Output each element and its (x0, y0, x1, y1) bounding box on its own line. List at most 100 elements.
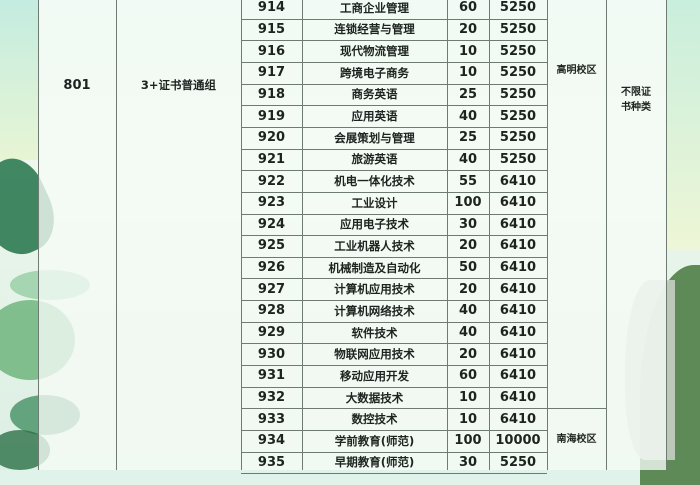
major-code: 930 (257, 346, 286, 362)
row-divider (241, 40, 547, 41)
major-name: 移动应用开发 (340, 368, 409, 383)
column-divider (38, 0, 39, 470)
tuition-fee: 6410 (499, 390, 537, 405)
enrollment-count: 40 (458, 325, 478, 341)
major-name: 学前教育(师范) (334, 433, 415, 448)
enrollment-count: 25 (458, 86, 478, 102)
enrollment-count: 20 (458, 281, 478, 297)
major-code: 926 (257, 260, 286, 276)
enrollment-count: 40 (458, 303, 478, 319)
background-sky-left (0, 0, 38, 160)
row-divider (241, 62, 547, 63)
tuition-fee: 5250 (499, 21, 537, 37)
major-code: 915 (257, 21, 286, 37)
major-code: 923 (257, 195, 286, 211)
row-divider (241, 300, 547, 301)
row-divider (241, 257, 547, 258)
major-code: 918 (257, 86, 286, 102)
major-name: 工业设计 (351, 195, 398, 210)
major-name: 连锁经营与管理 (334, 22, 415, 37)
tuition-fee: 5250 (499, 43, 537, 59)
certificate-note: 不限证书种类 (621, 87, 651, 113)
row-divider (241, 365, 547, 366)
row-divider (241, 430, 547, 431)
tuition-fee: 6410 (499, 173, 537, 189)
major-code: 914 (257, 0, 286, 16)
column-divider (606, 0, 607, 470)
major-code: 928 (257, 303, 286, 319)
major-name: 大数据技术 (345, 390, 404, 405)
campus-gaoming: 高明校区 (556, 64, 597, 76)
major-name: 应用电子技术 (340, 217, 409, 232)
major-name: 跨境电子商务 (340, 65, 409, 80)
row-divider (241, 387, 547, 388)
row-divider (241, 127, 547, 128)
major-code: 933 (257, 411, 286, 427)
major-name: 旅游英语 (351, 152, 398, 167)
enrollment-count: 50 (458, 260, 478, 276)
tuition-fee: 6410 (499, 368, 537, 384)
enrollment-count: 20 (458, 346, 478, 362)
group-name: 3+证书普通组 (140, 78, 217, 92)
row-divider (241, 278, 547, 279)
tuition-fee: 6410 (499, 346, 537, 362)
enrollment-count: 40 (458, 151, 478, 167)
enrollment-count: 60 (458, 0, 478, 16)
column-divider (116, 0, 117, 470)
row-divider (241, 452, 547, 453)
major-name: 计算机应用技术 (334, 282, 415, 297)
enrollment-count: 10 (458, 43, 478, 59)
tuition-fee: 5250 (499, 108, 537, 124)
major-code: 931 (257, 368, 286, 384)
major-name: 会展策划与管理 (334, 130, 415, 145)
campus-nanhai: 南海校区 (556, 433, 597, 445)
background-sky-right (667, 0, 700, 250)
tuition-fee: 6410 (499, 411, 537, 427)
enrollment-count: 60 (458, 368, 478, 384)
tuition-fee: 5250 (499, 151, 537, 167)
tuition-fee: 5250 (499, 0, 537, 16)
major-code: 921 (257, 151, 286, 167)
row-divider (241, 322, 547, 323)
row-divider (241, 105, 547, 106)
enrollment-count: 30 (458, 216, 478, 232)
major-name: 商务英语 (351, 87, 398, 102)
major-code: 919 (257, 108, 286, 124)
column-divider (547, 0, 548, 470)
row-divider (241, 84, 547, 85)
major-code: 932 (257, 390, 286, 405)
major-code: 934 (257, 433, 286, 449)
tuition-fee: 5250 (499, 130, 537, 146)
tuition-fee: 5250 (499, 65, 537, 81)
row-divider (241, 170, 547, 171)
major-code: 925 (257, 238, 286, 254)
major-name: 早期教育(师范) (334, 455, 415, 470)
tuition-fee: 5250 (499, 86, 537, 102)
major-code: 929 (257, 325, 286, 341)
major-name: 现代物流管理 (340, 44, 409, 59)
major-code: 920 (257, 130, 286, 146)
major-name: 机电一体化技术 (334, 174, 415, 188)
major-name: 物联网应用技术 (334, 347, 415, 362)
major-code: 935 (257, 454, 286, 470)
tuition-fee: 6410 (499, 238, 537, 254)
tuition-fee: 5250 (499, 454, 537, 470)
row-divider (241, 192, 547, 193)
tuition-fee: 10000 (495, 433, 541, 449)
tuition-fee: 6410 (499, 281, 537, 297)
enrollment-count: 100 (454, 195, 482, 211)
enrollment-count: 100 (454, 433, 482, 449)
major-name: 机械制造及自动化 (328, 260, 421, 275)
enrollment-count: 25 (458, 130, 478, 146)
major-name: 工业机器人技术 (334, 238, 415, 253)
major-code: 924 (257, 216, 286, 232)
enrollment-count: 10 (458, 65, 478, 81)
row-divider (241, 19, 547, 20)
enrollment-count: 20 (458, 21, 478, 37)
tuition-fee: 6410 (499, 260, 537, 276)
row-divider (241, 408, 547, 409)
row-divider (241, 235, 547, 236)
major-code: 916 (257, 43, 286, 59)
group-code: 801 (63, 77, 91, 93)
tuition-fee: 6410 (499, 303, 537, 319)
